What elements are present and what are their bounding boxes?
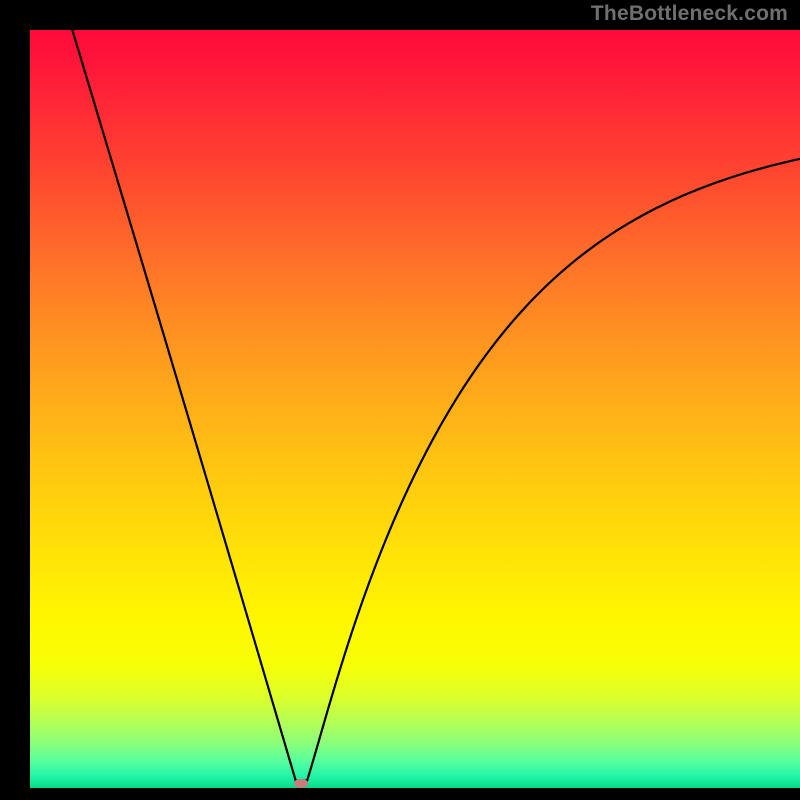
vertex-marker <box>294 779 308 787</box>
bottleneck-chart <box>0 0 800 800</box>
watermark: TheBottleneck.com <box>591 2 788 26</box>
gradient-background <box>30 30 800 788</box>
viewport: TheBottleneck.com <box>0 0 800 800</box>
